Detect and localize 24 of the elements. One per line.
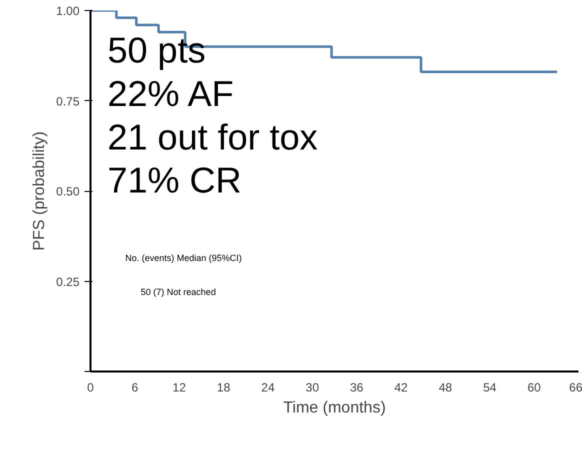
x-tick-label: 0	[87, 380, 94, 394]
x-tick-label: 12	[172, 380, 186, 394]
x-axis-title: Time (months)	[283, 400, 386, 416]
x-tick-label: 18	[216, 380, 231, 394]
annotation: 50 (7) Not reached	[140, 287, 216, 298]
x-tick-label: 30	[306, 380, 320, 394]
y-tick-label: 1.00	[56, 4, 80, 18]
annotation: 22% AF	[108, 73, 234, 114]
x-tick-label: 24	[261, 380, 275, 394]
y-axis-title: PFS (probability)	[31, 131, 48, 251]
annotation: 71% CR	[108, 160, 242, 201]
x-tick-label: 66	[569, 380, 582, 394]
x-tick-label: 60	[527, 380, 542, 394]
annotation: 50 pts	[108, 30, 206, 71]
y-tick-label: 0.25	[56, 274, 80, 289]
y-tick-label: 0.50	[56, 184, 80, 198]
x-tick-label: 42	[394, 380, 408, 394]
x-tick-label: 36	[350, 380, 364, 394]
x-tick-label: 6	[132, 380, 139, 394]
y-tick-label: 0.75	[56, 94, 80, 108]
annotation: 21 out for tox	[108, 116, 318, 158]
x-tick-label: 48	[438, 380, 452, 394]
x-tick-label: 54	[483, 380, 497, 394]
annotation: No. (events) Median (95%CI)	[125, 252, 242, 263]
